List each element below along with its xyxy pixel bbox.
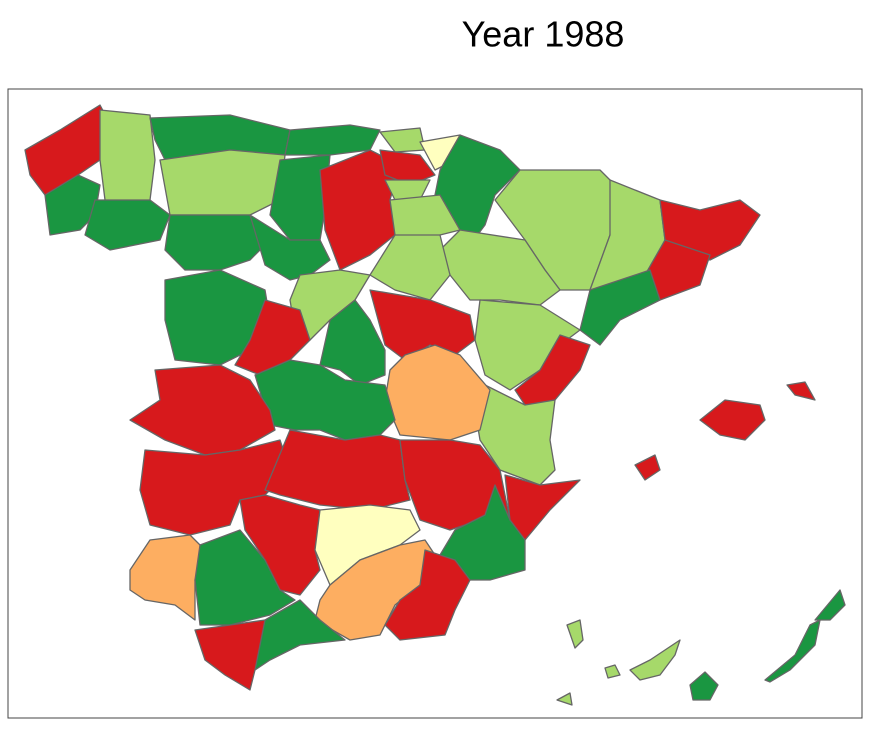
province xyxy=(159,149,286,216)
province xyxy=(129,364,276,456)
province xyxy=(84,199,171,251)
provinces xyxy=(24,104,846,706)
province xyxy=(164,214,266,271)
province xyxy=(384,344,491,441)
map-frame xyxy=(7,88,863,719)
province xyxy=(129,534,206,621)
island xyxy=(556,692,573,706)
island xyxy=(814,589,846,621)
province xyxy=(264,429,411,511)
province xyxy=(379,127,426,153)
island xyxy=(786,381,816,401)
province xyxy=(194,619,266,691)
province xyxy=(239,494,321,596)
province xyxy=(494,169,616,291)
map-title: Year 1988 xyxy=(462,14,625,55)
island xyxy=(689,671,719,701)
province xyxy=(254,359,396,441)
province xyxy=(269,154,331,241)
province xyxy=(284,124,381,156)
island xyxy=(604,664,621,679)
province xyxy=(249,214,331,281)
province xyxy=(319,299,386,386)
island xyxy=(566,619,584,649)
province xyxy=(644,239,711,301)
province xyxy=(194,529,296,626)
province xyxy=(384,549,471,641)
island xyxy=(764,619,821,683)
province xyxy=(254,599,346,671)
island xyxy=(634,454,661,481)
island xyxy=(699,399,766,441)
province xyxy=(99,109,156,206)
island xyxy=(629,639,681,681)
